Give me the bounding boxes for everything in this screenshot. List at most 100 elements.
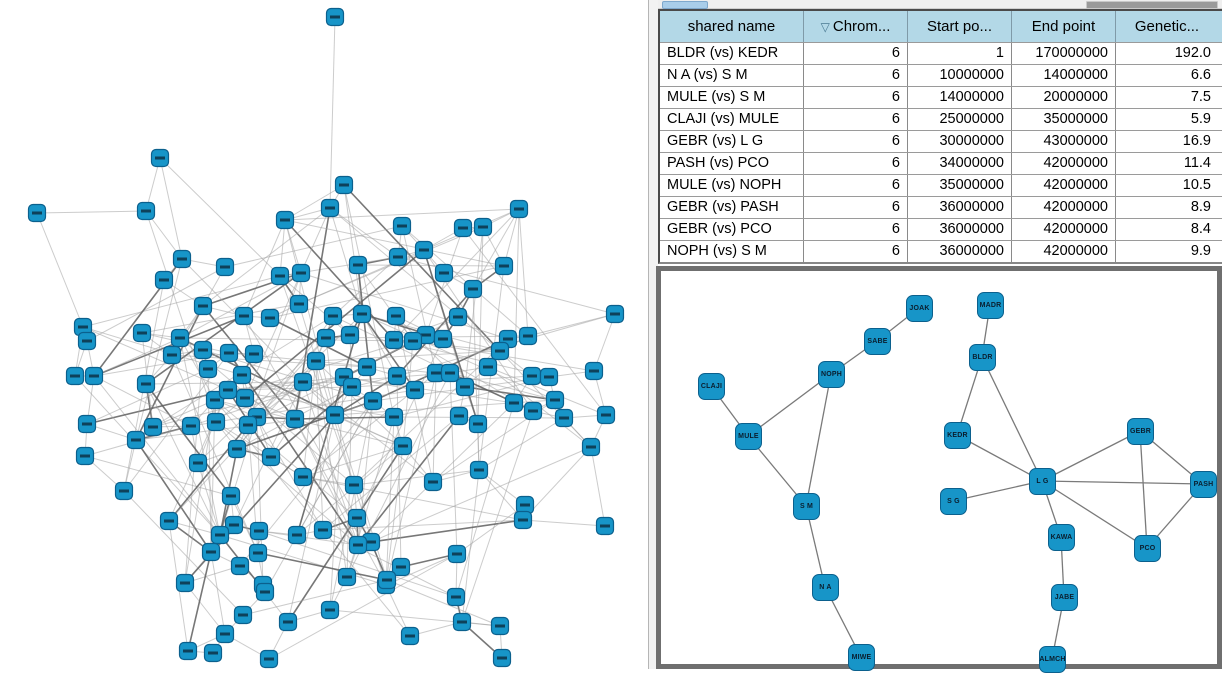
network-node-sabe[interactable]: SABE <box>864 328 891 355</box>
network-node[interactable] <box>84 366 104 386</box>
cell-value[interactable]: 20000000 <box>1012 87 1116 108</box>
network-node[interactable] <box>287 525 307 545</box>
cell-value[interactable]: 6 <box>804 197 908 218</box>
network-node[interactable] <box>206 412 226 432</box>
cell-value[interactable]: 36000000 <box>908 219 1012 240</box>
network-node[interactable] <box>159 511 179 531</box>
network-node[interactable] <box>392 216 412 236</box>
cell-value[interactable]: 25000000 <box>908 109 1012 130</box>
network-node[interactable] <box>285 409 305 429</box>
cell-value[interactable]: 10000000 <box>908 65 1012 86</box>
cell-value[interactable]: 35000000 <box>908 175 1012 196</box>
cell-value[interactable]: 8.4 <box>1190 221 1211 237</box>
network-node[interactable] <box>291 263 311 283</box>
network-node[interactable] <box>337 567 357 587</box>
network-node[interactable] <box>219 343 239 363</box>
cell-shared-name[interactable]: GEBR (vs) PASH <box>660 197 804 218</box>
cell-value[interactable]: 5.9 <box>1190 111 1211 127</box>
network-node[interactable] <box>126 430 146 450</box>
table-row[interactable]: GEBR (vs) PCO 6 36000000 42000000 8.4 <box>660 218 1222 240</box>
network-node-kedr[interactable]: KEDR <box>944 422 971 449</box>
cell-value[interactable]: 7.5 <box>1190 89 1211 105</box>
network-node-joak[interactable]: JOAK <box>906 295 933 322</box>
cell-shared-name[interactable]: GEBR (vs) L G <box>660 131 804 152</box>
cell-value[interactable]: 6 <box>804 241 908 262</box>
network-node[interactable] <box>215 257 235 277</box>
network-node[interactable] <box>201 542 221 562</box>
network-node-lg[interactable]: L G <box>1029 468 1056 495</box>
network-node[interactable] <box>352 304 372 324</box>
network-node[interactable] <box>234 306 254 326</box>
cell-value[interactable]: 36000000 <box>908 197 1012 218</box>
table-row[interactable]: CLAJI (vs) MULE 6 25000000 35000000 5.9 <box>660 108 1222 130</box>
network-node[interactable] <box>293 372 313 392</box>
network-node[interactable] <box>347 508 367 528</box>
column-header-chromosome[interactable]: ▽ Chrom... <box>804 11 908 42</box>
network-node[interactable] <box>348 535 368 555</box>
network-node[interactable] <box>447 544 467 564</box>
network-node[interactable] <box>468 414 488 434</box>
network-edge[interactable] <box>956 434 1043 482</box>
network-node[interactable] <box>278 612 298 632</box>
network-node-madr[interactable]: MADR <box>977 292 1004 319</box>
network-edge[interactable] <box>1139 430 1148 549</box>
cell-value[interactable]: 36000000 <box>908 241 1012 262</box>
cell-value[interactable]: 35000000 <box>1012 109 1116 130</box>
network-node[interactable] <box>595 516 615 536</box>
network-node[interactable] <box>405 380 425 400</box>
network-node[interactable] <box>440 363 460 383</box>
network-node[interactable] <box>188 453 208 473</box>
network-node[interactable] <box>539 367 559 387</box>
cell-value[interactable]: 170000000 <box>1012 43 1116 64</box>
cell-value[interactable]: 42000000 <box>1012 175 1116 196</box>
network-node[interactable] <box>391 557 411 577</box>
network-node[interactable] <box>340 325 360 345</box>
cell-value[interactable]: 6.6 <box>1190 67 1211 83</box>
network-node[interactable] <box>193 296 213 316</box>
network-node[interactable] <box>605 304 625 324</box>
network-node[interactable] <box>170 328 190 348</box>
table-row[interactable]: GEBR (vs) PASH 6 36000000 42000000 8.9 <box>660 196 1222 218</box>
table-row[interactable]: PASH (vs) PCO 6 34000000 42000000 11.4 <box>660 152 1222 174</box>
cell-value[interactable]: 192.0 <box>1174 45 1211 61</box>
network-node[interactable] <box>518 326 538 346</box>
cell-value[interactable]: 14000000 <box>908 87 1012 108</box>
cell-value[interactable]: 6 <box>804 109 908 130</box>
cell-shared-name[interactable]: N A (vs) S M <box>660 65 804 86</box>
horizontal-scrollbar[interactable] <box>658 0 1222 9</box>
network-node[interactable] <box>513 510 533 530</box>
network-node-na[interactable]: N A <box>812 574 839 601</box>
network-node[interactable] <box>249 521 269 541</box>
network-node[interactable] <box>434 263 454 283</box>
column-header-shared-name[interactable]: shared name <box>660 11 804 42</box>
network-node[interactable] <box>215 624 235 644</box>
table-row[interactable]: NOPH (vs) S M 6 36000000 42000000 9.9 <box>660 240 1222 262</box>
network-node[interactable] <box>463 279 483 299</box>
network-node[interactable] <box>154 270 174 290</box>
network-node[interactable] <box>357 357 377 377</box>
filter-icon[interactable]: ▽ <box>820 20 830 34</box>
network-node[interactable] <box>473 217 493 237</box>
table-row[interactable]: MULE (vs) S M 6 14000000 20000000 7.5 <box>660 86 1222 108</box>
network-node[interactable] <box>293 467 313 487</box>
network-node[interactable] <box>313 520 333 540</box>
network-node[interactable] <box>132 323 152 343</box>
network-node[interactable] <box>320 600 340 620</box>
network-node[interactable] <box>244 344 264 364</box>
network-node[interactable] <box>323 306 343 326</box>
table-row[interactable]: MULE (vs) NOPH 6 35000000 42000000 10.5 <box>660 174 1222 196</box>
network-node[interactable] <box>494 256 514 276</box>
network-node[interactable] <box>469 460 489 480</box>
column-header-start-position[interactable]: Start po... <box>908 11 1012 42</box>
network-node[interactable] <box>342 377 362 397</box>
cell-value[interactable]: 42000000 <box>1012 219 1116 240</box>
network-node[interactable] <box>193 340 213 360</box>
cell-shared-name[interactable]: MULE (vs) NOPH <box>660 175 804 196</box>
network-node[interactable] <box>448 307 468 327</box>
table-row[interactable]: BLDR (vs) KEDR 6 1 170000000 192.0 <box>660 42 1222 64</box>
cell-value[interactable]: 6 <box>804 131 908 152</box>
network-node-miwe[interactable]: MIWE <box>848 644 875 671</box>
cell-value[interactable]: 9.9 <box>1190 243 1211 259</box>
network-node[interactable] <box>172 249 192 269</box>
network-node-claji[interactable]: CLAJI <box>698 373 725 400</box>
